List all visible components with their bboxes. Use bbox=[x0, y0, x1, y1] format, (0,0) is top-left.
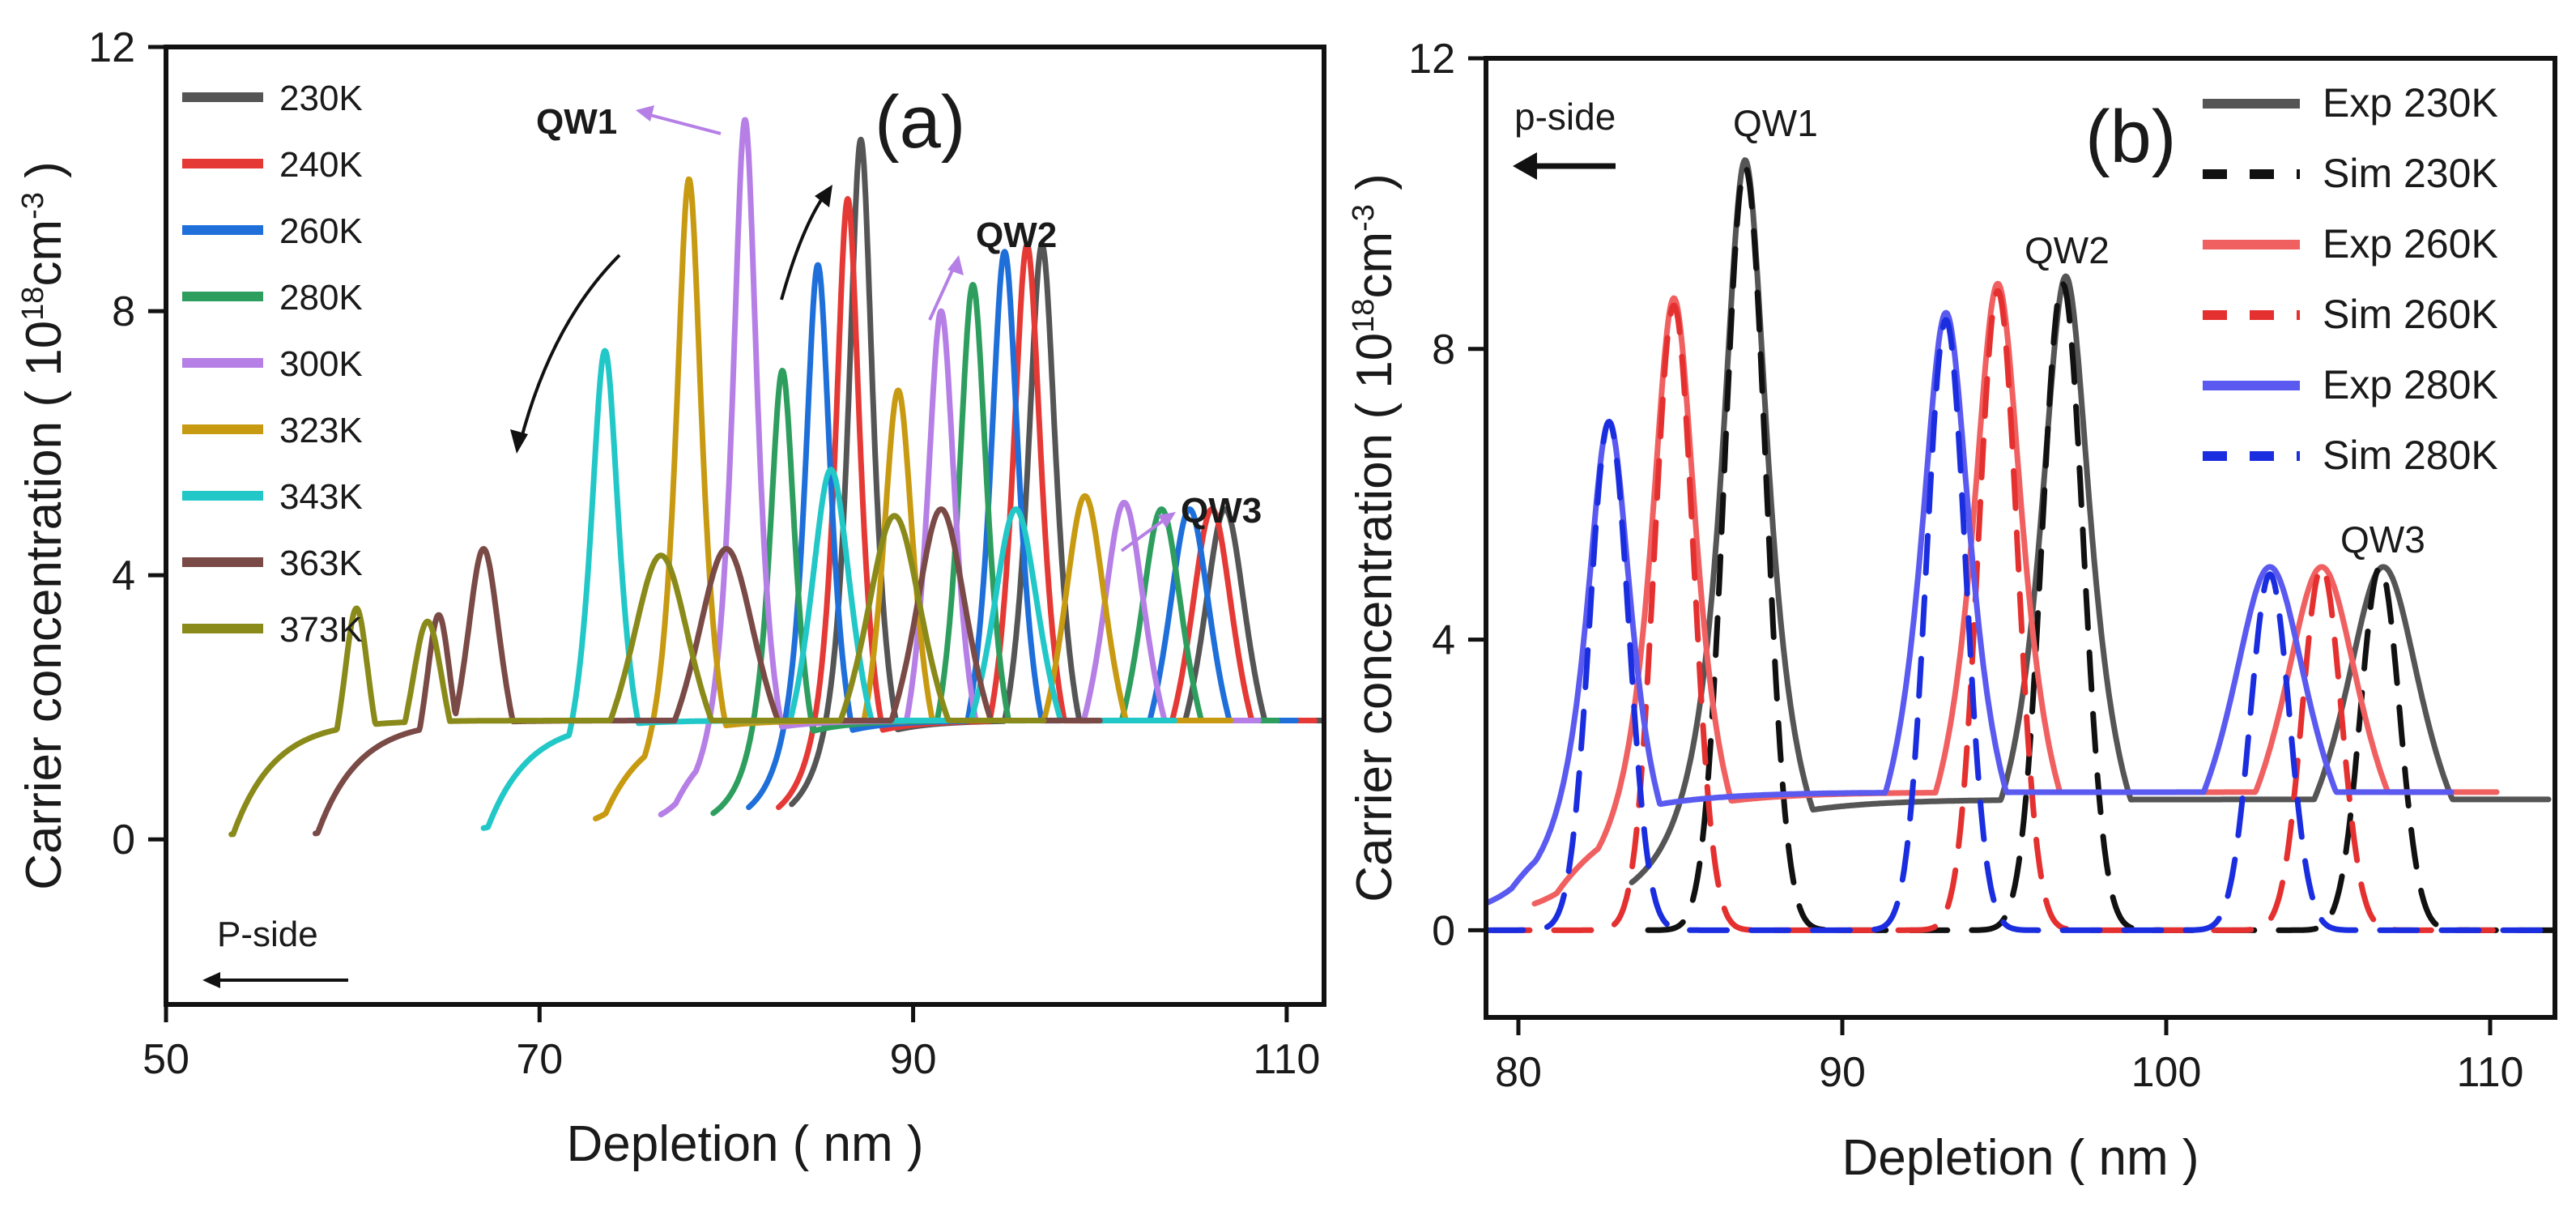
y-tick-label: 4 bbox=[112, 552, 135, 599]
legend-label: 260K bbox=[279, 211, 363, 251]
arrow-curve-left-head bbox=[510, 429, 528, 454]
panel-a-ylabel: Carrier concentration ( 1018cm-3 ) bbox=[16, 161, 72, 890]
legend-label: 373K bbox=[279, 610, 363, 650]
panel-b: 80 90 100 110 0 4 8 12 Exp 230K Sim 230K Exp 260K… bbox=[1347, 36, 2557, 1186]
panel-b-curves bbox=[1486, 157, 2555, 933]
annot-b-pside: p-side bbox=[1514, 96, 1616, 138]
x-tick-label: 70 bbox=[516, 1036, 563, 1083]
y-tick-label: 4 bbox=[1432, 617, 1455, 664]
legend-label: Sim 280K bbox=[2323, 433, 2498, 478]
annot-b-qw3: QW3 bbox=[2340, 518, 2425, 561]
annot-qw3: QW3 bbox=[1181, 491, 1262, 531]
panel-a-label: (a) bbox=[875, 81, 965, 164]
arrow-qw2-head bbox=[947, 255, 964, 275]
legend-label: Exp 280K bbox=[2323, 362, 2498, 407]
arrow-curve-right-head bbox=[815, 185, 832, 207]
legend-label: 323K bbox=[279, 411, 363, 450]
panel-a: 50 70 90 110 0 4 8 12 230K 240K 260K 280K 300K 323K 3… bbox=[16, 24, 1326, 1172]
annot-b-qw1: QW1 bbox=[1733, 102, 1818, 144]
arrow-qw3-head bbox=[1158, 512, 1176, 528]
arrow-curve-left bbox=[518, 254, 621, 445]
legend-label: Sim 260K bbox=[2323, 292, 2498, 337]
y-tick-label: 8 bbox=[112, 288, 135, 335]
legend-label: 240K bbox=[279, 145, 363, 185]
series-line-323k bbox=[593, 176, 1234, 822]
panel-a-curves bbox=[228, 117, 1324, 838]
panel-a-xlabel: Depletion ( nm ) bbox=[566, 1116, 923, 1172]
series-line-sim-230k bbox=[1645, 164, 2555, 933]
series-line-363k bbox=[313, 506, 1103, 837]
legend-label: 343K bbox=[279, 477, 363, 517]
series-line-343k bbox=[480, 348, 1177, 831]
panel-a-frame bbox=[164, 45, 1326, 1007]
arrow-qw3 bbox=[1120, 517, 1168, 552]
series-line-373k bbox=[228, 513, 1047, 838]
panel-a-ticks: 50 70 90 110 0 4 8 12 bbox=[88, 24, 1320, 1083]
x-tick-label: 90 bbox=[1819, 1049, 1866, 1096]
legend-label: 280K bbox=[279, 278, 363, 318]
x-tick-label: 100 bbox=[2131, 1049, 2202, 1096]
annot-b-qw2: QW2 bbox=[2025, 229, 2110, 271]
panel-b-label: (b) bbox=[2085, 96, 2176, 178]
legend-label: 363K bbox=[279, 544, 363, 583]
series-line-sim-260k bbox=[1489, 288, 2526, 933]
y-tick-label: 0 bbox=[112, 817, 135, 863]
y-tick-label: 12 bbox=[1408, 36, 1455, 83]
legend-label: Sim 230K bbox=[2323, 151, 2498, 196]
arrow-curve-right bbox=[780, 191, 828, 301]
x-tick-label: 90 bbox=[890, 1036, 937, 1083]
panel-b-ticks: 80 90 100 110 0 4 8 12 bbox=[1408, 36, 2523, 1096]
series-line-exp-280k bbox=[1486, 309, 2455, 906]
panel-b-legend: Exp 230K Sim 230K Exp 260K Sim 260K Exp 280K… bbox=[2203, 80, 2498, 478]
series-line-sim-280k bbox=[1486, 317, 2555, 933]
y-tick-label: 12 bbox=[88, 24, 135, 71]
series-line-exp-230k bbox=[1629, 157, 2552, 885]
panel-a-legend: 230K 240K 260K 280K 300K 323K 343K 363K 373K bbox=[182, 79, 363, 650]
x-tick-label: 50 bbox=[143, 1036, 189, 1083]
series-line-exp-260k bbox=[1531, 280, 2500, 907]
y-tick-label: 0 bbox=[1432, 907, 1455, 954]
panel-b-ylabel: Carrier concentration ( 1018cm-3 ) bbox=[1347, 173, 1403, 902]
x-tick-label: 80 bbox=[1495, 1049, 1542, 1096]
annot-qw2: QW2 bbox=[976, 215, 1057, 255]
series-line-240k bbox=[776, 196, 1318, 811]
legend-label: Exp 260K bbox=[2323, 221, 2498, 267]
panel-b-frame bbox=[1484, 56, 2557, 1020]
arrow-qw1 bbox=[643, 112, 722, 135]
panel-b-xlabel: Depletion ( nm ) bbox=[1842, 1130, 2199, 1186]
annot-pside: P-side bbox=[217, 915, 318, 954]
legend-label: Exp 230K bbox=[2323, 80, 2498, 126]
arrow-b-pside-head bbox=[1513, 152, 1537, 180]
legend-label: 300K bbox=[279, 344, 363, 384]
legend-label: 230K bbox=[279, 79, 363, 118]
arrow-pside-head bbox=[202, 972, 220, 988]
arrow-qw1-head bbox=[636, 105, 654, 122]
x-tick-label: 110 bbox=[2457, 1049, 2524, 1096]
annot-qw1: QW1 bbox=[536, 102, 617, 142]
x-tick-label: 110 bbox=[1253, 1036, 1320, 1083]
arrow-qw2 bbox=[928, 262, 957, 321]
y-tick-label: 8 bbox=[1432, 326, 1455, 373]
